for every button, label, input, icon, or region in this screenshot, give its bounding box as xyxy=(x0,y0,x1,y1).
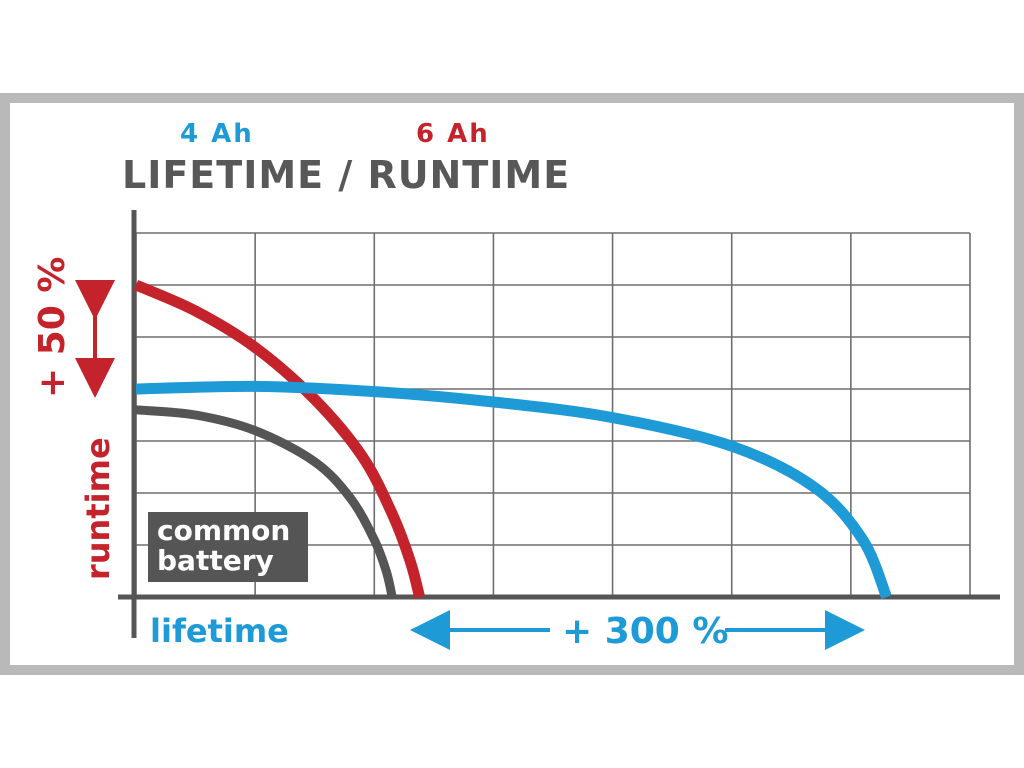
runtime-gain-label: + 50 % xyxy=(32,257,73,398)
x-axis-label: lifetime xyxy=(150,612,289,650)
series-line-4-ah xyxy=(135,380,892,600)
series-line-6-ah xyxy=(133,279,425,599)
series-line-common-battery xyxy=(135,405,397,599)
chart-series xyxy=(133,279,892,600)
chart-title: LIFETIME / RUNTIME xyxy=(122,153,570,197)
legend-6ah-label: 6 Ah xyxy=(416,119,490,149)
common-battery-line1: common xyxy=(157,514,290,547)
common-battery-line2: battery xyxy=(157,544,274,577)
common-battery-box xyxy=(148,512,308,582)
y-axis-label: runtime xyxy=(79,437,117,580)
legend-4ah-label: 4 Ah xyxy=(180,119,254,149)
lifetime-gain-label: + 300 % xyxy=(562,611,728,652)
